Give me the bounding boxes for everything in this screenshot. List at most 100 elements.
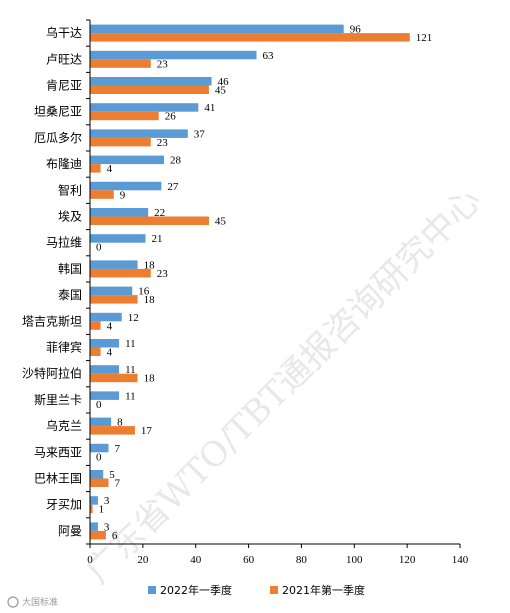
bar — [90, 85, 209, 94]
bar — [90, 286, 133, 296]
x-tick-label: 100 — [346, 554, 363, 566]
category-label: 泰国 — [58, 288, 82, 302]
data-label: 37 — [194, 128, 206, 140]
legend: 2022年一季度 2021年第一季度 — [148, 583, 365, 597]
bar — [90, 164, 101, 173]
bar — [90, 426, 135, 435]
bar — [90, 155, 164, 165]
legend-label: 2021年第一季度 — [282, 583, 365, 597]
bar — [90, 417, 112, 427]
bar — [90, 260, 138, 269]
data-label: 18 — [144, 373, 156, 385]
data-label: 1 — [99, 504, 105, 516]
category-label: 塔吉克斯坦 — [22, 314, 82, 328]
data-label: 5 — [109, 469, 115, 481]
bar — [90, 373, 138, 383]
category-label: 牙买加 — [46, 498, 82, 512]
category-label: 斯里兰卡 — [34, 393, 82, 407]
brand-text: 大国标准 — [22, 596, 58, 608]
data-label: 41 — [204, 102, 215, 114]
bar — [90, 478, 109, 487]
category-label: 菲律宾 — [46, 340, 82, 355]
brand-mark: 大国标准 — [7, 596, 58, 608]
data-label: 17 — [141, 425, 153, 437]
data-label: 8 — [117, 417, 123, 429]
data-label: 23 — [157, 137, 169, 149]
category-label: 乌克兰 — [46, 418, 82, 433]
data-label: 28 — [170, 155, 182, 167]
bar — [90, 347, 101, 356]
data-label: 27 — [167, 181, 179, 193]
category-label: 阿曼 — [58, 524, 82, 538]
data-label: 121 — [416, 32, 433, 44]
bar — [90, 216, 209, 225]
bar — [90, 268, 151, 278]
data-label: 7 — [115, 443, 121, 455]
x-tick-label: 80 — [296, 554, 308, 566]
data-label: 23 — [157, 268, 169, 280]
data-label: 7 — [115, 478, 121, 490]
brand-logo-icon — [7, 596, 19, 608]
data-label: 4 — [107, 320, 113, 332]
data-label: 0 — [96, 242, 102, 254]
data-label: 12 — [128, 312, 139, 324]
data-label: 4 — [107, 163, 113, 175]
data-label: 18 — [144, 259, 156, 271]
bar — [90, 103, 199, 112]
data-label: 18 — [144, 294, 156, 306]
category-label: 埃及 — [58, 210, 82, 224]
legend-swatch — [148, 586, 156, 594]
data-label: 21 — [152, 233, 163, 245]
bar — [90, 530, 106, 540]
bar — [90, 24, 344, 34]
bar — [90, 295, 138, 304]
data-label: 63 — [263, 50, 275, 62]
data-label: 0 — [96, 451, 102, 463]
bar — [90, 504, 93, 514]
bar — [90, 496, 98, 505]
bar — [90, 443, 109, 453]
data-label: 0 — [96, 399, 102, 411]
data-label: 45 — [215, 216, 227, 228]
bar — [90, 234, 146, 243]
data-label: 6 — [112, 530, 118, 542]
bar — [90, 59, 151, 68]
bar — [90, 33, 410, 42]
x-tick-label: 40 — [190, 554, 202, 566]
data-label: 9 — [120, 189, 126, 201]
bar — [90, 522, 98, 531]
bar — [90, 208, 149, 217]
data-label: 16 — [138, 286, 150, 298]
x-tick-label: 140 — [452, 554, 469, 566]
category-label: 智利 — [58, 182, 82, 197]
bar — [90, 470, 104, 479]
data-label: 96 — [350, 24, 362, 36]
data-label: 23 — [157, 58, 169, 70]
bar — [90, 111, 159, 121]
category-label: 巴林王国 — [34, 472, 82, 486]
data-label: 11 — [125, 390, 136, 402]
data-label: 3 — [104, 521, 110, 533]
category-label: 马来西亚 — [34, 445, 82, 459]
category-label: 卢旺达 — [46, 51, 82, 66]
data-label: 11 — [125, 364, 136, 376]
bar — [90, 339, 120, 348]
data-label: 46 — [218, 76, 230, 88]
legend-label: 2022年一季度 — [160, 583, 232, 597]
bar — [90, 181, 162, 191]
category-label: 布隆迪 — [46, 156, 82, 171]
category-label: 沙特阿拉伯 — [22, 366, 82, 381]
bar — [90, 321, 101, 330]
bar — [90, 129, 188, 138]
category-label: 乌干达 — [46, 25, 82, 40]
category-label: 马拉维 — [46, 235, 82, 250]
bar — [90, 77, 212, 86]
bar — [90, 391, 120, 400]
x-tick-label: 60 — [243, 554, 255, 566]
bar — [90, 137, 151, 147]
bar — [90, 312, 122, 322]
data-label: 45 — [215, 85, 227, 97]
data-label: 11 — [125, 338, 136, 350]
